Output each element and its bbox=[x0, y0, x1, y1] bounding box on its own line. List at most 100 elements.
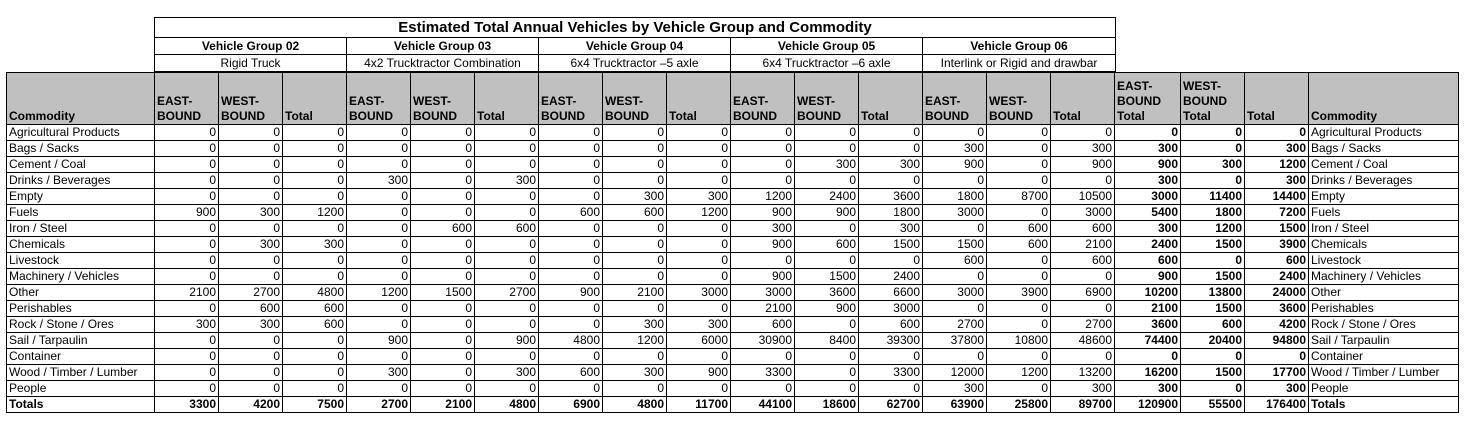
total-cell: 4200 bbox=[218, 396, 283, 413]
table-cell: 0 bbox=[474, 236, 539, 253]
table-cell: 1200 bbox=[282, 204, 347, 221]
table-cell: 0 bbox=[922, 348, 987, 365]
vehicle-group-name: Vehicle Group 02 bbox=[154, 37, 347, 55]
total-cell: 2700 bbox=[346, 396, 411, 413]
table-cell: 600 bbox=[1180, 316, 1245, 333]
total-cell: 7500 bbox=[282, 396, 347, 413]
table-cell: 0 bbox=[538, 348, 603, 365]
commodity-column-header: Commodity bbox=[6, 72, 155, 125]
table-cell: 0 bbox=[794, 380, 859, 397]
table-cell: 0 bbox=[1050, 348, 1115, 365]
table-cell: 0 bbox=[154, 252, 219, 269]
total-cell: 4800 bbox=[602, 396, 667, 413]
table-cell: 0 bbox=[346, 140, 411, 157]
table-cell: 0 bbox=[410, 268, 475, 285]
commodity-name: Empty bbox=[6, 188, 155, 205]
table-cell: 2400 bbox=[858, 268, 923, 285]
table-cell: 0 bbox=[410, 124, 475, 141]
commodity-name: Livestock bbox=[6, 252, 155, 269]
commodity-name-right: Rock / Stone / Ores bbox=[1308, 316, 1459, 333]
table-cell: 3900 bbox=[1244, 236, 1309, 253]
table-cell: 300 bbox=[602, 316, 667, 333]
table-cell: 0 bbox=[474, 316, 539, 333]
table-cell: 300 bbox=[858, 220, 923, 237]
table-cell: 0 bbox=[410, 236, 475, 253]
table-cell: 300 bbox=[794, 156, 859, 173]
totals-row: Totals 3300 4200 7500 2700 2100 4800 6900 4800 11… bbox=[6, 396, 1459, 413]
westbound-total-column-header: WEST-BOUND Total bbox=[1180, 72, 1245, 125]
table-cell: 0 bbox=[602, 124, 667, 141]
table-cell: 0 bbox=[538, 316, 603, 333]
table-cell: 0 bbox=[218, 156, 283, 173]
table-cell: 0 bbox=[474, 252, 539, 269]
commodity-name: Cement / Coal bbox=[6, 156, 155, 173]
table-cell: 0 bbox=[666, 220, 731, 237]
table-row: Chemicals 0 300 300 0 0 0 0 0 0 900 600 1500 1500 600 2… bbox=[6, 236, 1459, 253]
table-cell: 300 bbox=[602, 188, 667, 205]
table-cell: 900 bbox=[730, 236, 795, 253]
table-row: Cement / Coal 0 0 0 0 0 0 0 0 0 0 300 300 900 0 900 900 3… bbox=[6, 156, 1459, 173]
table-cell: 0 bbox=[794, 140, 859, 157]
table-cell: 300 bbox=[1050, 140, 1115, 157]
table-cell: 1500 bbox=[1180, 300, 1245, 317]
total-cell: 63900 bbox=[922, 396, 987, 413]
table-cell: 300 bbox=[602, 364, 667, 381]
table-cell: 94800 bbox=[1244, 332, 1309, 349]
table-cell: 600 bbox=[730, 316, 795, 333]
table-cell: 1800 bbox=[1180, 204, 1245, 221]
commodity-name-right: Fuels bbox=[1308, 204, 1459, 221]
table-cell: 300 bbox=[1180, 156, 1245, 173]
table-cell: 1200 bbox=[1244, 156, 1309, 173]
column-header-row: Commodity EAST-BOUND WEST-BOUND Total EAST-B… bbox=[6, 72, 1459, 125]
westbound-column-header: WEST-BOUND bbox=[410, 72, 475, 125]
table-cell: 3900 bbox=[986, 284, 1051, 301]
table-cell: 4800 bbox=[282, 284, 347, 301]
table-cell: 0 bbox=[410, 364, 475, 381]
table-cell: 0 bbox=[538, 380, 603, 397]
table-cell: 0 bbox=[154, 348, 219, 365]
table-cell: 0 bbox=[410, 300, 475, 317]
table-cell: 0 bbox=[858, 252, 923, 269]
table-cell: 0 bbox=[1244, 124, 1309, 141]
table-cell: 0 bbox=[282, 332, 347, 349]
table-cell: 600 bbox=[986, 220, 1051, 237]
table-cell: 0 bbox=[602, 140, 667, 157]
table-cell: 0 bbox=[1114, 124, 1181, 141]
table-cell: 0 bbox=[346, 124, 411, 141]
grand-total-column-header: Total bbox=[1244, 72, 1309, 125]
table-cell: 0 bbox=[1180, 124, 1245, 141]
table-cell: 0 bbox=[666, 380, 731, 397]
table-cell: 300 bbox=[730, 220, 795, 237]
data-table: Commodity EAST-BOUND WEST-BOUND Total EAST-B… bbox=[6, 72, 1459, 413]
table-cell: 300 bbox=[218, 316, 283, 333]
table-cell: 0 bbox=[538, 124, 603, 141]
table-cell: 4200 bbox=[1244, 316, 1309, 333]
table-cell: 300 bbox=[1114, 220, 1181, 237]
table-cell: 0 bbox=[986, 380, 1051, 397]
table-cell: 3300 bbox=[858, 364, 923, 381]
table-cell: 1500 bbox=[1180, 236, 1245, 253]
table-cell: 300 bbox=[1244, 172, 1309, 189]
table-cell: 0 bbox=[794, 252, 859, 269]
totals-label: Totals bbox=[6, 396, 155, 413]
table-cell: 900 bbox=[1114, 156, 1181, 173]
table-cell: 2400 bbox=[794, 188, 859, 205]
table-cell: 0 bbox=[346, 316, 411, 333]
table-cell: 24000 bbox=[1244, 284, 1309, 301]
vehicle-group-name: Vehicle Group 04 bbox=[538, 37, 731, 55]
table-cell: 10800 bbox=[986, 332, 1051, 349]
table-cell: 0 bbox=[154, 380, 219, 397]
table-cell: 0 bbox=[1180, 380, 1245, 397]
table-cell: 0 bbox=[410, 156, 475, 173]
table-cell: 0 bbox=[730, 156, 795, 173]
table-cell: 300 bbox=[1114, 172, 1181, 189]
table-cell: 300 bbox=[218, 204, 283, 221]
table-row: Agricultural Products 0 0 0 0 0 0 0 0 0 0 0 0 0 0 0 0 0 0 A… bbox=[6, 124, 1459, 141]
commodity-name-right: Iron / Steel bbox=[1308, 220, 1459, 237]
table-cell: 0 bbox=[794, 220, 859, 237]
commodity-name-right: Cement / Coal bbox=[1308, 156, 1459, 173]
commodity-name-right: Livestock bbox=[1308, 252, 1459, 269]
table-cell: 8400 bbox=[794, 332, 859, 349]
table-cell: 3000 bbox=[730, 284, 795, 301]
table-cell: 3000 bbox=[922, 284, 987, 301]
